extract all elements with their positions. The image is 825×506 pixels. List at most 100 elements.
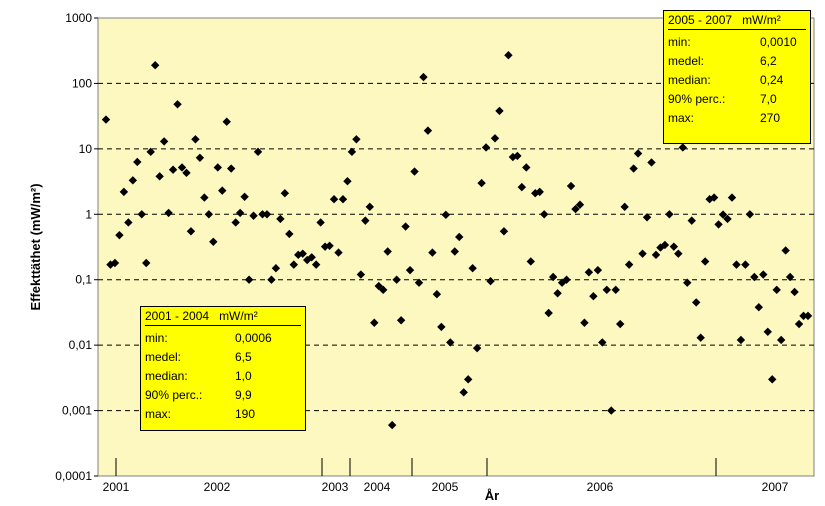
stats-row: min: 0,0010 — [668, 32, 806, 51]
data-point — [459, 388, 468, 397]
data-point — [669, 242, 679, 251]
data-point — [200, 193, 209, 202]
data-point — [763, 327, 772, 336]
data-point — [146, 147, 155, 157]
data-point — [204, 210, 214, 219]
y-tick-label: 1000 — [65, 11, 92, 25]
data-point — [276, 214, 285, 224]
stats-row: max: 270 — [668, 108, 806, 127]
data-point — [633, 149, 643, 158]
data-point — [419, 72, 428, 82]
data-point — [455, 232, 464, 242]
data-point — [745, 210, 755, 219]
data-point — [432, 290, 442, 299]
data-point — [446, 338, 455, 347]
x-axis: 2001 2002 2003 2004 2005 2006 2007 — [103, 458, 789, 494]
data-point — [642, 213, 652, 222]
data-point — [678, 143, 688, 152]
data-point — [647, 158, 656, 167]
data-point — [235, 208, 245, 218]
data-point — [311, 260, 321, 269]
stats-key: 90% perc.: — [145, 387, 203, 402]
data-point — [267, 275, 276, 284]
data-point — [396, 316, 406, 325]
stats-key: medel: — [145, 349, 182, 364]
stats-key: 90% perc.: — [668, 91, 726, 106]
data-point — [674, 249, 683, 258]
data-point — [754, 303, 764, 312]
data-point — [732, 260, 741, 269]
data-point — [405, 265, 415, 275]
data-point — [307, 253, 316, 262]
stats-value: 6,2 — [760, 53, 777, 68]
data-point — [499, 227, 509, 236]
data-point — [477, 178, 486, 188]
data-point — [186, 227, 196, 236]
stats-row: 90% perc.: 7,0 — [668, 89, 806, 108]
stats-box-2001-2004: 2001 - 2004 mW/m² min: 0,0006 medel: 6,5 m… — [140, 306, 306, 431]
data-point — [696, 333, 705, 342]
stats-header: 2005 - 2007 mW/m² — [668, 13, 806, 30]
data-point — [334, 248, 343, 257]
data-point — [575, 200, 585, 209]
data-point — [571, 204, 580, 214]
data-point — [772, 285, 781, 295]
data-point — [124, 218, 133, 227]
data-point — [258, 210, 267, 219]
data-point — [638, 249, 647, 258]
data-point — [562, 275, 571, 284]
data-point — [352, 135, 361, 144]
data-point — [526, 257, 535, 266]
stats-key: min: — [668, 34, 691, 49]
data-point — [714, 220, 723, 229]
data-point — [209, 237, 218, 246]
stats-period: 2005 - 2007 — [668, 13, 733, 27]
data-point — [799, 311, 808, 321]
data-point — [414, 278, 424, 287]
data-point — [620, 202, 629, 212]
data-point — [155, 172, 164, 181]
data-point — [423, 126, 433, 135]
data-point — [490, 134, 500, 143]
data-point — [244, 275, 254, 284]
data-point — [723, 214, 732, 224]
stats-unit: mW/m² — [742, 13, 781, 27]
stats-row: median: 0,24 — [668, 70, 806, 89]
data-point — [616, 319, 625, 329]
data-point — [213, 163, 222, 172]
data-point — [128, 176, 138, 185]
data-point — [428, 248, 437, 257]
stats-value: 190 — [235, 406, 256, 421]
stats-row: min: 0,0006 — [145, 328, 301, 347]
data-point — [338, 195, 348, 204]
x-tick-label: 2003 — [322, 480, 349, 494]
data-point — [472, 343, 482, 353]
data-point — [768, 375, 777, 384]
data-point — [781, 246, 790, 255]
y-axis-title: Effekttäthet (mW/m²) — [28, 183, 43, 310]
data-point — [298, 249, 307, 258]
x-tick-label: 2004 — [364, 480, 391, 494]
x-tick-label: 2005 — [432, 480, 459, 494]
data-point — [607, 406, 616, 415]
stats-key: median: — [668, 72, 711, 87]
data-point — [249, 211, 258, 220]
stats-value: 0,0010 — [760, 34, 797, 49]
data-points — [101, 51, 813, 430]
data-point — [142, 258, 151, 268]
data-point — [437, 322, 446, 332]
data-point — [463, 375, 473, 384]
stats-header: 2001 - 2004 mW/m² — [145, 309, 301, 326]
data-point — [517, 182, 527, 192]
data-point — [593, 265, 603, 275]
data-point — [687, 216, 696, 225]
data-point — [280, 189, 290, 198]
data-point — [736, 335, 746, 345]
data-point — [544, 308, 553, 318]
data-point — [164, 208, 173, 218]
data-point — [741, 260, 750, 269]
stats-row: medel: 6,5 — [145, 347, 301, 366]
x-tick-label: 2002 — [204, 480, 231, 494]
data-point — [495, 106, 504, 116]
data-point — [168, 165, 178, 174]
